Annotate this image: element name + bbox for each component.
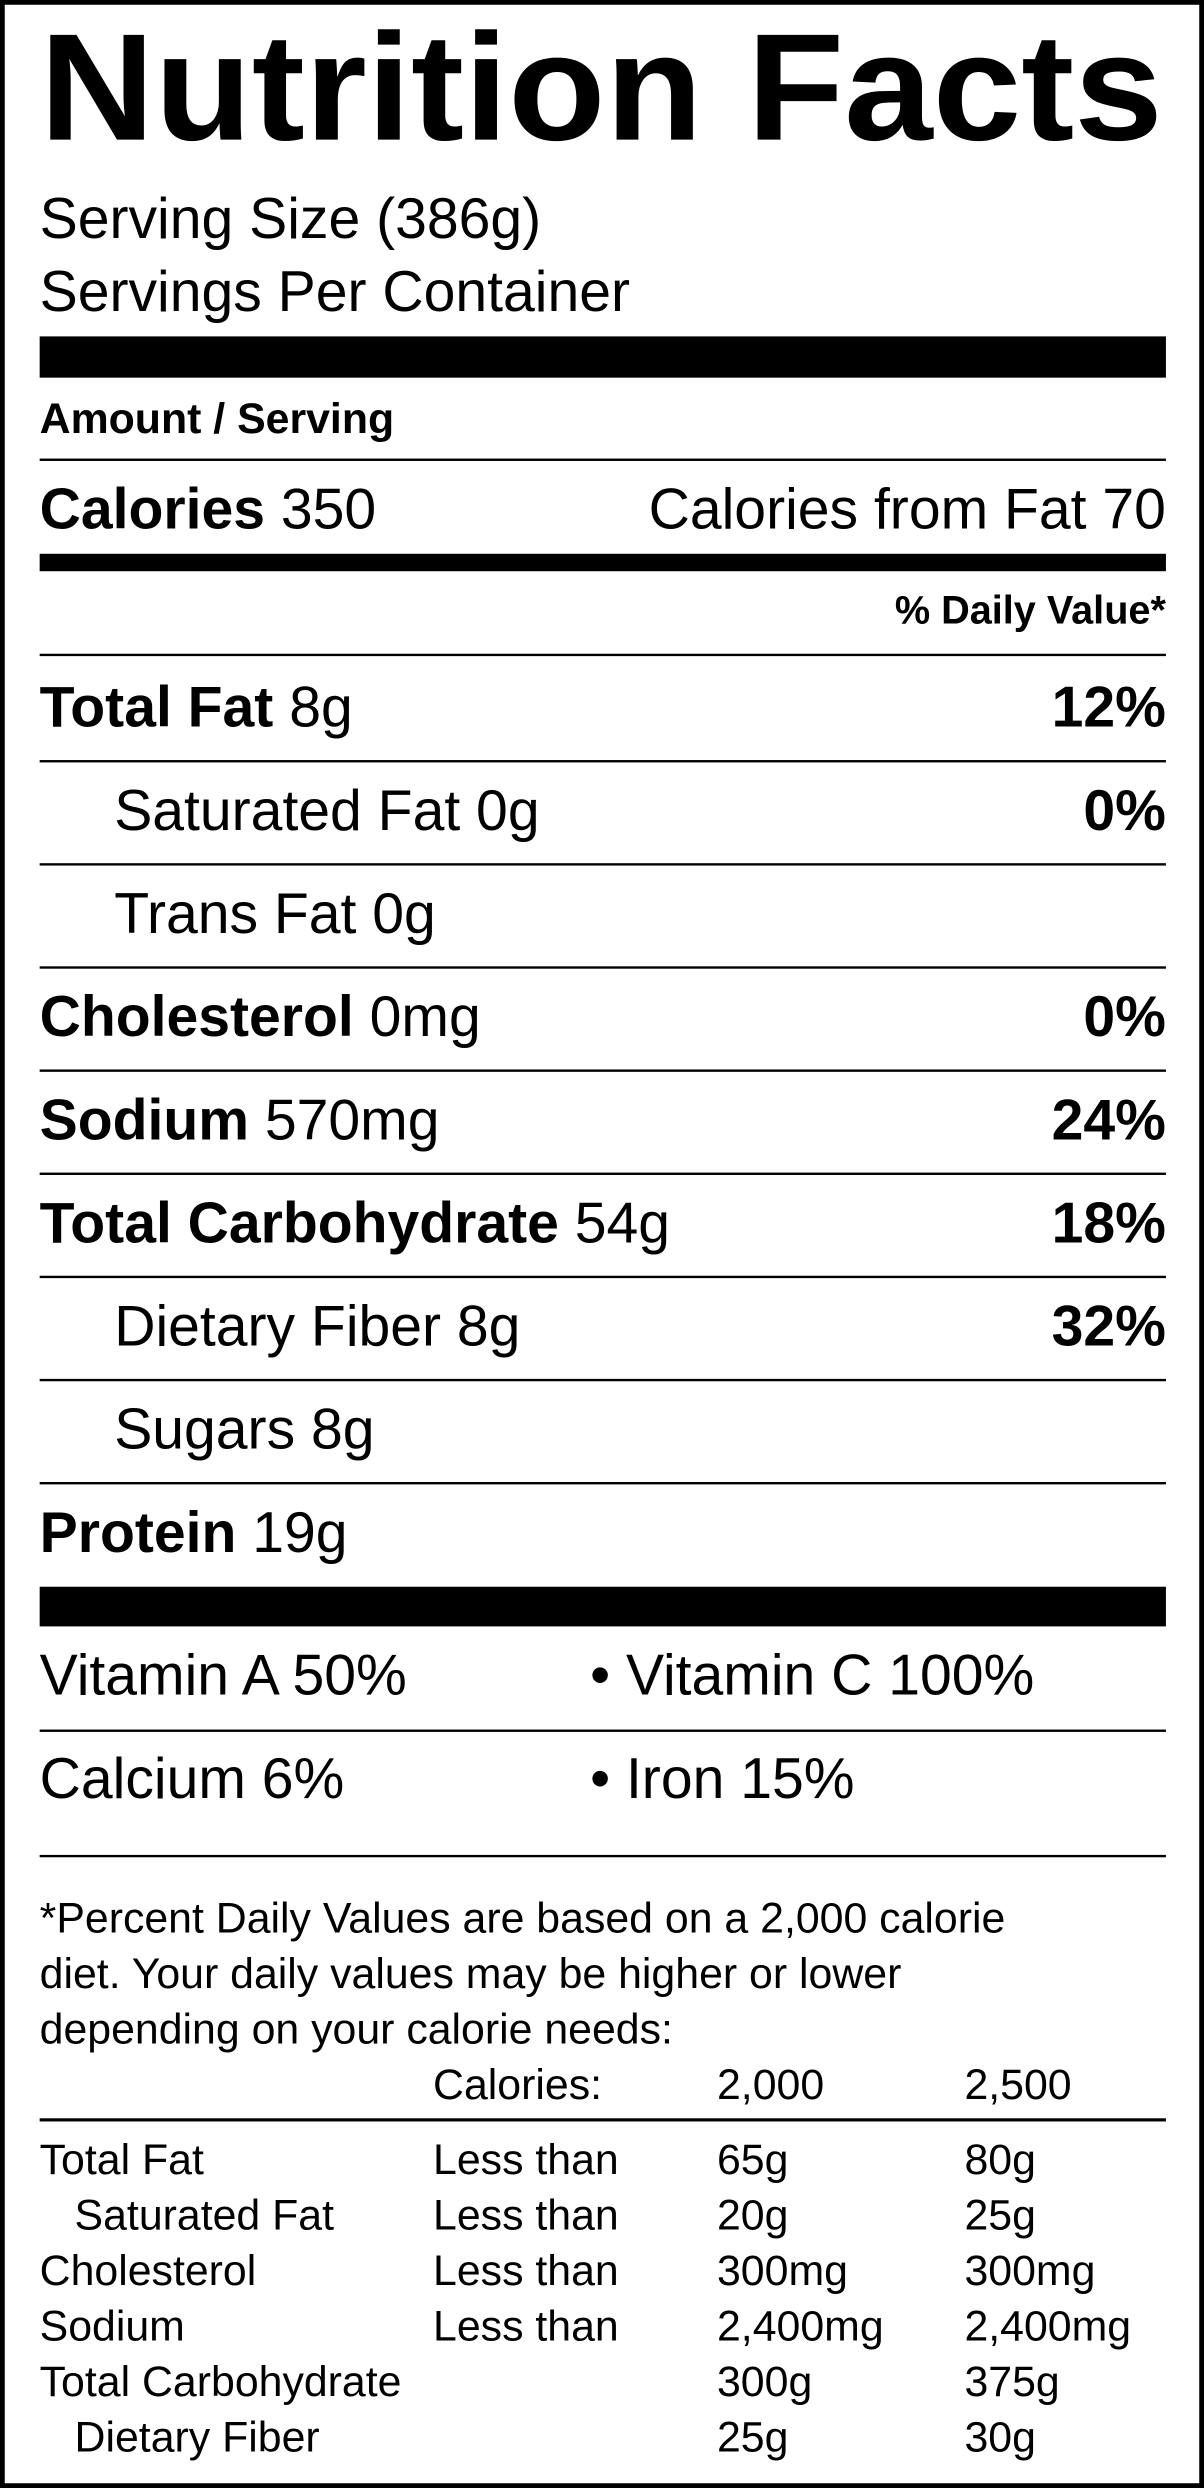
nutrient-row: Sugars 8g bbox=[114, 1398, 374, 1462]
table-value: 65g bbox=[717, 2136, 788, 2184]
thick-divider bbox=[39, 1586, 1166, 1627]
daily-value: 32% bbox=[1052, 1295, 1166, 1359]
table-header: 2,000 bbox=[717, 2061, 824, 2109]
nutrient-name: Sodium bbox=[40, 1088, 249, 1152]
table-header: Calories: bbox=[433, 2061, 602, 2109]
nutrient-name: Total Carbohydrate bbox=[40, 1191, 559, 1255]
serving-size: Serving Size (386g) bbox=[40, 187, 541, 251]
divider bbox=[39, 1172, 1166, 1175]
medium-divider bbox=[39, 553, 1166, 572]
calories-label: Calories bbox=[40, 477, 265, 541]
table-value: 25g bbox=[717, 2414, 788, 2462]
reference-table: Calories: 2,000 2,500 Total Fat Less than 65g… bbox=[40, 2061, 1131, 2461]
vitamin: • Iron 15% bbox=[590, 1747, 854, 1811]
divider bbox=[39, 1482, 1166, 1485]
calories-from-fat-label: Calories from Fat bbox=[649, 477, 1087, 541]
nutrient-amount: 570mg bbox=[265, 1088, 440, 1152]
vitamin: Calcium 6% bbox=[40, 1747, 345, 1811]
nutrient-rows: Total Fat 8g 12% Saturated Fat 0g 0% Trans F… bbox=[39, 676, 1166, 1565]
table-value: 300mg bbox=[964, 2247, 1095, 2295]
thick-divider bbox=[39, 336, 1166, 378]
divider bbox=[39, 1378, 1166, 1382]
calories: Calories 350 bbox=[40, 477, 377, 541]
nutrient-row: Dietary Fiber 8g bbox=[114, 1295, 520, 1359]
nutrient-row: Saturated Fat 0g bbox=[114, 779, 539, 843]
footnote-line: *Percent Daily Values are based on a 2,0… bbox=[40, 1895, 1006, 1943]
footnote-line: depending on your calorie needs: bbox=[40, 2006, 673, 2054]
nutrient-name: Total Fat bbox=[40, 676, 274, 740]
daily-value: 0% bbox=[1083, 779, 1166, 843]
divider bbox=[39, 458, 1166, 461]
nutrient-row: Sodium 570mg bbox=[40, 1088, 440, 1152]
divider bbox=[39, 966, 1166, 969]
nutrient-name: Cholesterol bbox=[40, 985, 354, 1049]
daily-value-header: % Daily Value* bbox=[895, 589, 1167, 633]
nutrient-name: Protein bbox=[40, 1501, 237, 1565]
calories-value: 350 bbox=[281, 477, 376, 541]
table-limit: Less than bbox=[433, 2247, 619, 2295]
table-limit: Less than bbox=[433, 2136, 619, 2184]
nutrient-amount: 8g bbox=[311, 1398, 375, 1462]
divider bbox=[39, 653, 1166, 657]
daily-value: 18% bbox=[1052, 1191, 1166, 1255]
divider bbox=[39, 863, 1166, 866]
daily-value: 0% bbox=[1083, 985, 1166, 1049]
table-name: Dietary Fiber bbox=[75, 2414, 320, 2462]
nutrient-amount: 8g bbox=[457, 1295, 521, 1359]
nutrient-row: Total Carbohydrate 54g bbox=[40, 1191, 670, 1255]
table-header: 2,500 bbox=[964, 2061, 1071, 2109]
nutrient-row: Total Fat 8g bbox=[40, 676, 353, 740]
nutrient-amount: 8g bbox=[289, 676, 353, 740]
divider bbox=[39, 1854, 1166, 1858]
table-value: 30g bbox=[964, 2414, 1035, 2462]
calories-from-fat: Calories from Fat 70 bbox=[649, 477, 1166, 541]
table-value: 20g bbox=[717, 2191, 788, 2239]
nutrient-amount: 0mg bbox=[370, 985, 481, 1049]
nutrient-name: Dietary Fiber bbox=[114, 1295, 441, 1359]
footnote: *Percent Daily Values are based on a 2,0… bbox=[40, 1895, 1006, 2054]
divider bbox=[39, 1729, 1166, 1732]
daily-value: 12% bbox=[1052, 676, 1166, 740]
vitamins: Vitamin A 50% • Vitamin C 100% Calcium 6% •… bbox=[39, 1644, 1166, 1858]
footnote-line: diet. Your daily values may be higher or… bbox=[40, 1950, 902, 1998]
divider bbox=[39, 2118, 1166, 2122]
vitamin: • Vitamin C 100% bbox=[590, 1644, 1034, 1708]
table-name: Cholesterol bbox=[40, 2247, 257, 2295]
nutrient-amount: 0g bbox=[372, 882, 436, 946]
amount-per-serving: Amount / Serving bbox=[40, 395, 394, 443]
table-value: 2,400mg bbox=[964, 2302, 1131, 2350]
table-name: Sodium bbox=[40, 2302, 185, 2350]
divider bbox=[39, 1069, 1166, 1072]
table-value: 300g bbox=[717, 2358, 812, 2406]
servings-per-container: Servings Per Container bbox=[40, 260, 630, 324]
divider bbox=[39, 1275, 1166, 1279]
table-name: Saturated Fat bbox=[75, 2191, 335, 2239]
table-value: 2,400mg bbox=[717, 2302, 884, 2350]
table-name: Total Carbohydrate bbox=[40, 2358, 402, 2406]
table-value: 375g bbox=[964, 2358, 1059, 2406]
nutrient-name: Sugars bbox=[114, 1398, 295, 1462]
table-limit: Less than bbox=[433, 2302, 619, 2350]
nutrient-amount: 19g bbox=[252, 1501, 347, 1565]
divider bbox=[39, 760, 1166, 763]
nutrient-name: Saturated Fat bbox=[114, 779, 460, 843]
vitamin: Vitamin A 50% bbox=[40, 1644, 407, 1708]
nutrient-amount: 54g bbox=[575, 1191, 670, 1255]
calories-from-fat-value: 70 bbox=[1102, 477, 1166, 541]
nutrient-row: Protein 19g bbox=[40, 1501, 348, 1565]
nutrient-row: Trans Fat 0g bbox=[114, 882, 436, 946]
table-limit: Less than bbox=[433, 2191, 619, 2239]
daily-value: 24% bbox=[1052, 1088, 1166, 1152]
table-value: 80g bbox=[964, 2136, 1035, 2184]
nutrient-name: Trans Fat bbox=[114, 882, 356, 946]
nutrient-row: Cholesterol 0mg bbox=[40, 985, 481, 1049]
table-name: Total Fat bbox=[40, 2136, 204, 2184]
table-value: 25g bbox=[964, 2191, 1035, 2239]
title: Nutrition Facts bbox=[40, 3, 1163, 173]
nutrient-amount: 0g bbox=[476, 779, 540, 843]
table-value: 300mg bbox=[717, 2247, 848, 2295]
